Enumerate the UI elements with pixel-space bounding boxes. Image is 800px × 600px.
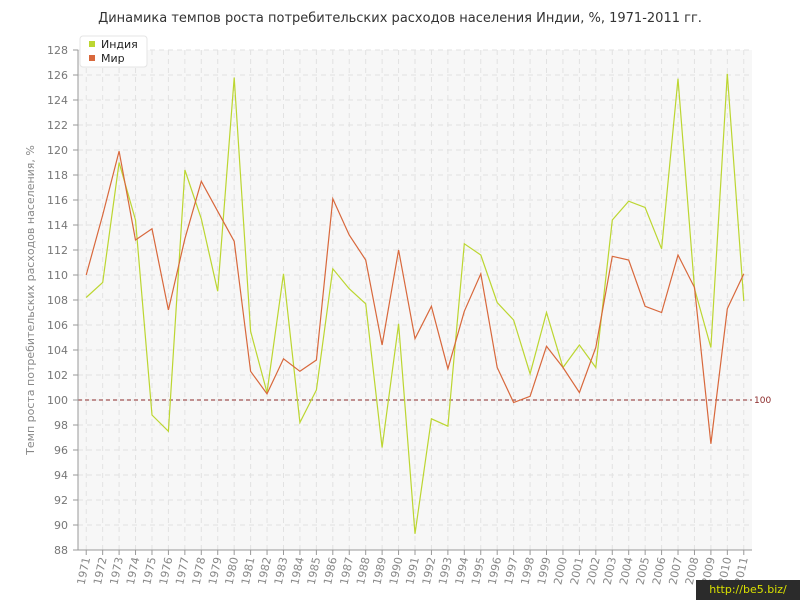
- x-tick-label: 1989: [371, 556, 390, 586]
- y-tick-label: 90: [54, 519, 68, 532]
- axes: 88 90 92 94 96 98 100 102 104 106 108 110 112 114 116 1…: [47, 44, 752, 586]
- y-tick-label: 126: [47, 69, 68, 82]
- y-tick-label: 118: [47, 169, 68, 182]
- x-tick-label: 2009: [699, 556, 718, 586]
- x-tick-label: 1980: [223, 556, 242, 586]
- y-tick-label: 96: [54, 444, 68, 457]
- x-tick-label: 2003: [601, 556, 620, 586]
- y-tick-label: 122: [47, 119, 68, 132]
- y-tick-label: 128: [47, 44, 68, 57]
- x-tick-label: 1975: [140, 556, 159, 586]
- x-tick-label: 1994: [453, 556, 472, 586]
- x-tick-label: 1983: [272, 556, 291, 586]
- legend-swatch: [89, 41, 95, 47]
- x-tick-label: 1993: [436, 556, 455, 586]
- x-tick-label: 2006: [650, 556, 669, 586]
- y-tick-label: 104: [47, 344, 68, 357]
- x-tick-label: 1982: [255, 556, 274, 586]
- watermark[interactable]: http://be5.biz/: [696, 580, 800, 600]
- x-tick-label: 1977: [173, 556, 192, 586]
- y-tick-label: 102: [47, 369, 68, 382]
- y-tick-label: 100: [47, 394, 68, 407]
- x-tick-label: 1995: [469, 556, 488, 586]
- reference-line-group: 100: [78, 396, 771, 406]
- y-tick-label: 116: [47, 194, 68, 207]
- y-tick-label: 124: [47, 94, 68, 107]
- x-tick-label: 1984: [288, 556, 307, 586]
- y-tick-label: 88: [54, 544, 68, 557]
- x-tick-label: 2002: [584, 556, 603, 586]
- y-tick-label: 114: [47, 219, 68, 232]
- y-tick-label: 94: [54, 469, 68, 482]
- x-tick-label: 1999: [535, 556, 554, 586]
- x-tick-label: 2007: [666, 556, 685, 586]
- x-tick-label: 1996: [486, 556, 505, 586]
- x-tick-label: 2001: [568, 556, 587, 586]
- x-tick-label: 2008: [683, 556, 702, 586]
- y-tick-label: 106: [47, 319, 68, 332]
- x-tick-label: 2004: [617, 556, 636, 586]
- x-tick-label: 1991: [403, 556, 422, 586]
- legend-box: [79, 35, 148, 68]
- y-tick-label: 110: [47, 269, 68, 282]
- x-tick-label: 1988: [354, 556, 373, 586]
- x-tick-label: 2000: [551, 556, 570, 586]
- grid: [78, 49, 752, 551]
- x-tick-label: 1986: [321, 556, 340, 586]
- y-tick-label: 92: [54, 494, 68, 507]
- chart-title: Динамика темпов роста потребительских ра…: [98, 11, 702, 26]
- x-tick-label: 1985: [305, 556, 324, 586]
- reference-line-label: 100: [754, 396, 771, 406]
- x-tick-label: 1998: [518, 556, 537, 586]
- x-tick-label: 1973: [107, 556, 126, 586]
- x-tick-label: 2005: [634, 556, 653, 586]
- x-tick-label: 1971: [75, 556, 94, 586]
- x-tick-label: 1990: [387, 556, 406, 586]
- y-tick-label: 112: [47, 244, 68, 257]
- y-tick-label: 108: [47, 294, 68, 307]
- legend-label: Индия: [101, 38, 138, 51]
- legend-swatch: [89, 55, 95, 61]
- x-tick-label: 1992: [420, 556, 439, 586]
- x-tick-label: 1974: [124, 556, 143, 586]
- series-group: [85, 73, 745, 534]
- x-tick-label: 1978: [190, 556, 209, 586]
- x-tick-label: 1979: [206, 556, 225, 586]
- x-tick-label: 1972: [91, 556, 110, 586]
- series-line-2: [85, 151, 745, 444]
- x-tick-label: 1981: [239, 556, 258, 586]
- y-tick-label: 120: [47, 144, 68, 157]
- legend-label: Мир: [101, 52, 125, 65]
- x-tick-label: 2010: [716, 556, 735, 586]
- x-tick-label: 2011: [732, 556, 751, 586]
- y-tick-label: 98: [54, 419, 68, 432]
- y-axis-label: Темп роста потребительских расходов насе…: [24, 145, 37, 456]
- x-tick-label: 1987: [338, 556, 357, 586]
- x-tick-label: 1997: [502, 556, 521, 586]
- x-tick-label: 1976: [157, 556, 176, 586]
